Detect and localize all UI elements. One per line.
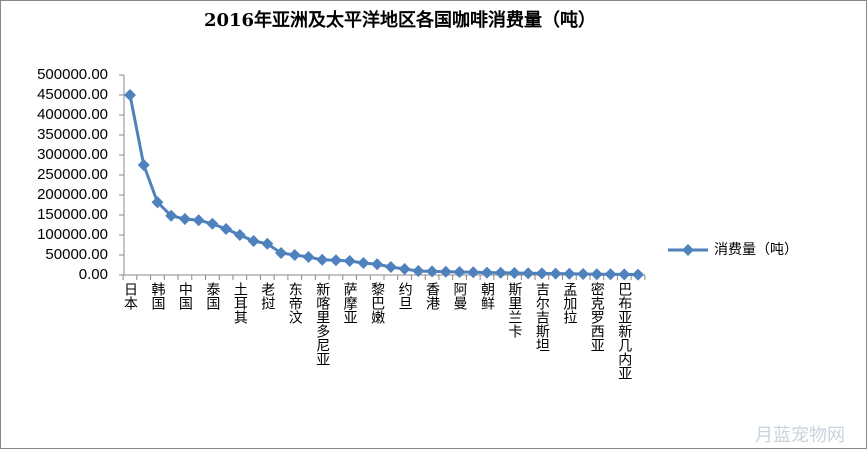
y-tick-label: 150000.00 (37, 206, 108, 223)
chart-title: 2016年亚洲及太平洋地区各国咖啡消费量（吨） (204, 9, 596, 31)
x-tick-label: 朝鲜 (479, 282, 495, 310)
marker (494, 266, 507, 279)
x-tick-label: 土耳其 (232, 282, 248, 324)
marker (124, 89, 136, 101)
marker (508, 267, 521, 279)
watermark: 月蓝宠物网 (755, 425, 845, 446)
x-tick-label: 斯里兰卡 (506, 282, 522, 338)
y-tick-label: 250000.00 (37, 166, 108, 183)
legend-marker (682, 244, 694, 256)
marker (467, 266, 480, 279)
x-tick-label: 约旦 (397, 282, 413, 310)
y-tick-label: 350000.00 (37, 126, 108, 143)
legend-label: 消费量（吨） (714, 242, 798, 258)
y-tick-label: 500000.00 (37, 66, 108, 83)
marker (220, 223, 233, 235)
x-tick-label: 日本 (122, 282, 138, 310)
marker (384, 261, 397, 273)
x-tick-label: 黎巴嫩 (369, 282, 385, 324)
x-tick-label: 东帝汶 (287, 282, 303, 324)
y-tick-label: 300000.00 (37, 146, 108, 163)
marker (577, 268, 590, 280)
x-tick-label: 阿曼 (452, 282, 468, 310)
y-tick-label: 450000.00 (37, 86, 108, 103)
marker (137, 159, 150, 171)
x-tick-label: 萨摩亚 (342, 282, 358, 324)
marker (247, 235, 260, 247)
marker (590, 268, 603, 281)
marker (206, 217, 219, 230)
y-tick-label: 400000.00 (37, 106, 108, 123)
y-tick-label: 0.00 (79, 266, 108, 283)
x-tick-label: 中国 (177, 282, 193, 310)
marker (233, 229, 246, 241)
marker (632, 268, 644, 281)
x-tick-label: 泰国 (204, 282, 220, 310)
marker (371, 258, 384, 271)
marker (357, 257, 370, 269)
marker (288, 249, 301, 261)
y-tick-label: 200000.00 (37, 186, 108, 203)
y-tick-label: 50000.00 (45, 246, 108, 263)
marker (426, 265, 439, 278)
x-tick-label: 密克罗西亚 (589, 281, 605, 352)
marker (329, 254, 342, 267)
marker (439, 265, 452, 278)
marker (453, 266, 466, 278)
x-tick-label: 老挝 (259, 282, 275, 310)
x-tick-label: 孟加拉 (561, 282, 577, 324)
marker (316, 253, 329, 266)
x-tick-label: 香港 (424, 282, 440, 310)
marker (563, 267, 576, 280)
marker (398, 263, 411, 275)
marker (604, 268, 617, 281)
marker (522, 267, 535, 280)
marker (151, 196, 164, 209)
marker (618, 268, 631, 281)
x-tick-label: 巴布亚新几内亚 (616, 282, 632, 380)
marker (549, 267, 562, 280)
marker (302, 251, 315, 263)
marker (178, 213, 191, 225)
x-tick-label: 韩国 (149, 282, 165, 310)
marker (165, 209, 178, 222)
marker (261, 237, 274, 250)
marker (192, 214, 205, 227)
marker (343, 255, 356, 267)
marker (275, 247, 288, 259)
marker (535, 267, 548, 280)
x-tick-label: 吉尔吉斯坦 (534, 282, 550, 352)
x-tick-label: 新喀里多尼亚 (314, 282, 330, 366)
marker (480, 266, 493, 279)
y-tick-label: 100000.00 (37, 226, 108, 243)
marker (412, 265, 425, 277)
